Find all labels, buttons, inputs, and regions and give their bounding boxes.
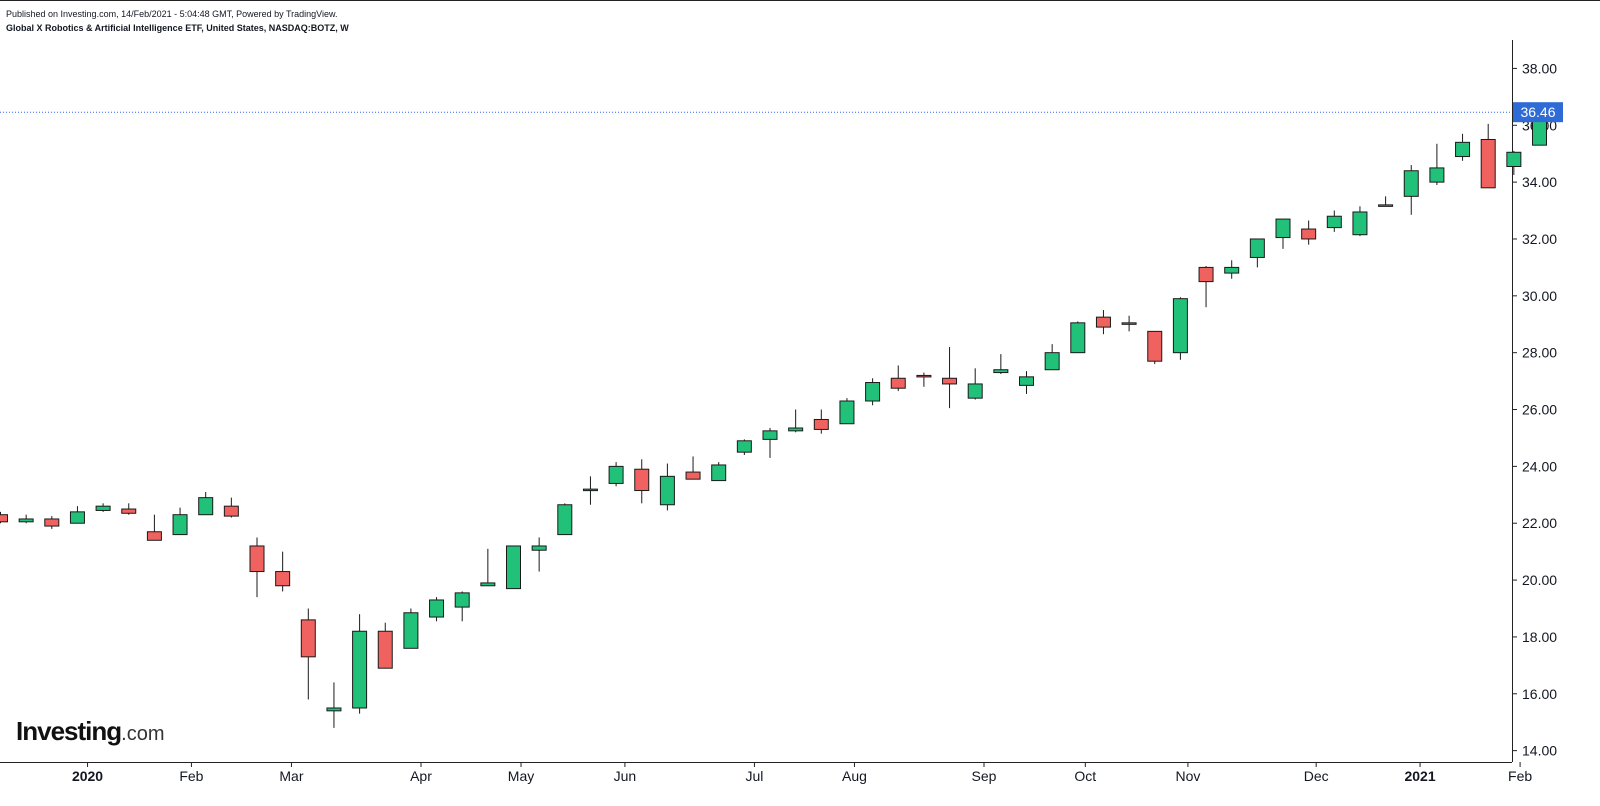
- candle-down: [0, 514, 8, 523]
- candle-down: [275, 571, 291, 587]
- candle-up: [1019, 376, 1034, 386]
- x-tick-label: Mar: [279, 768, 303, 784]
- candle-up: [762, 430, 778, 440]
- candle-up: [1172, 298, 1188, 354]
- candle-up: [480, 582, 496, 587]
- candle-down: [1301, 228, 1317, 240]
- candle-up: [403, 612, 419, 649]
- candle-up: [839, 400, 855, 425]
- candle-up: [1429, 167, 1445, 183]
- logo-brand: Investing: [16, 716, 122, 746]
- instrument-title: Global X Robotics & Artificial Intellige…: [6, 23, 349, 33]
- candle-up: [582, 488, 598, 492]
- candle-up: [1224, 266, 1240, 274]
- candle-up: [172, 514, 188, 536]
- candle-up: [326, 707, 342, 712]
- candle-down: [813, 418, 829, 430]
- candle-up: [198, 497, 214, 516]
- last-price-label: 36.46: [1520, 104, 1555, 120]
- candle-up: [659, 475, 675, 506]
- investing-logo: Investing.com: [16, 716, 164, 747]
- candle-up: [429, 599, 445, 618]
- candle-up: [1275, 218, 1291, 239]
- candle-up: [1070, 322, 1086, 354]
- candle-down: [121, 508, 137, 514]
- y-tick-label: 32.00: [1522, 231, 1557, 247]
- candle-up: [1121, 322, 1137, 325]
- candle-down: [1147, 330, 1163, 362]
- last-price-badge: [1513, 102, 1563, 123]
- x-tick-label: Jul: [745, 768, 763, 784]
- x-tick-label: Feb: [179, 768, 203, 784]
- y-tick-label: 22.00: [1522, 515, 1557, 531]
- x-tick-label: Oct: [1074, 768, 1096, 784]
- x-tick-label: Jun: [614, 768, 637, 784]
- candle-up: [454, 592, 470, 608]
- y-tick-label: 26.00: [1522, 402, 1557, 418]
- candle-up: [711, 464, 727, 482]
- candle-up: [1455, 141, 1471, 158]
- candle-down: [634, 468, 650, 492]
- x-tick-label: Aug: [842, 768, 867, 784]
- candle-up: [1506, 151, 1522, 167]
- y-tick-label: 16.00: [1522, 686, 1557, 702]
- x-tick-label: Feb: [1508, 768, 1532, 784]
- y-tick-label: 20.00: [1522, 572, 1557, 588]
- candle-up: [557, 504, 573, 536]
- candle-down: [146, 531, 162, 541]
- y-tick-label: 24.00: [1522, 458, 1557, 474]
- y-tick-label: 28.00: [1522, 345, 1557, 361]
- candle-up: [788, 427, 804, 432]
- candle-down: [1480, 138, 1496, 189]
- x-tick-label: Sep: [972, 768, 997, 784]
- y-tick-label: 38.00: [1522, 60, 1557, 76]
- candle-up: [736, 440, 752, 453]
- candle-down: [685, 471, 701, 480]
- candle-up: [1326, 215, 1342, 229]
- x-tick-label: Nov: [1175, 768, 1200, 784]
- candle-up: [967, 383, 983, 399]
- candle-down: [942, 377, 958, 385]
- candle-down: [1095, 316, 1111, 328]
- candle-up: [18, 518, 34, 523]
- candle-down: [249, 545, 265, 573]
- candle-up: [1352, 211, 1368, 236]
- y-tick-label: 30.00: [1522, 288, 1557, 304]
- x-tick-label: Dec: [1304, 768, 1329, 784]
- y-tick-label: 14.00: [1522, 743, 1557, 759]
- candle-down: [890, 377, 906, 389]
- x-tick-label: 2020: [72, 768, 103, 784]
- candle-down: [1198, 266, 1214, 283]
- candle-up: [1044, 352, 1060, 371]
- logo-suffix: .com: [121, 723, 165, 745]
- candle-up: [608, 465, 624, 484]
- x-tick-label: 2021: [1404, 768, 1435, 784]
- publish-info: Published on Investing.com, 14/Feb/2021 …: [6, 9, 338, 19]
- candle-up: [1403, 170, 1419, 197]
- x-tick-label: Apr: [410, 768, 432, 784]
- candle-up: [69, 511, 85, 524]
- candle-down: [223, 505, 239, 517]
- candle-up: [865, 382, 881, 402]
- candle-up: [506, 545, 521, 590]
- candle-down: [916, 374, 932, 378]
- candle-up: [531, 545, 547, 551]
- candle-down: [1378, 204, 1394, 207]
- y-tick-label: 18.00: [1522, 629, 1557, 645]
- candle-down: [300, 619, 316, 658]
- x-tick-label: May: [508, 768, 534, 784]
- y-tick-label: 34.00: [1522, 174, 1557, 190]
- candle-up: [993, 369, 1009, 374]
- candle-down: [44, 518, 60, 527]
- candle-up: [1249, 238, 1265, 258]
- candle-up: [352, 630, 368, 709]
- candle-down: [377, 630, 393, 669]
- chart-header: Published on Investing.com, 14/Feb/2021 …: [6, 7, 349, 35]
- candle-up: [95, 505, 111, 511]
